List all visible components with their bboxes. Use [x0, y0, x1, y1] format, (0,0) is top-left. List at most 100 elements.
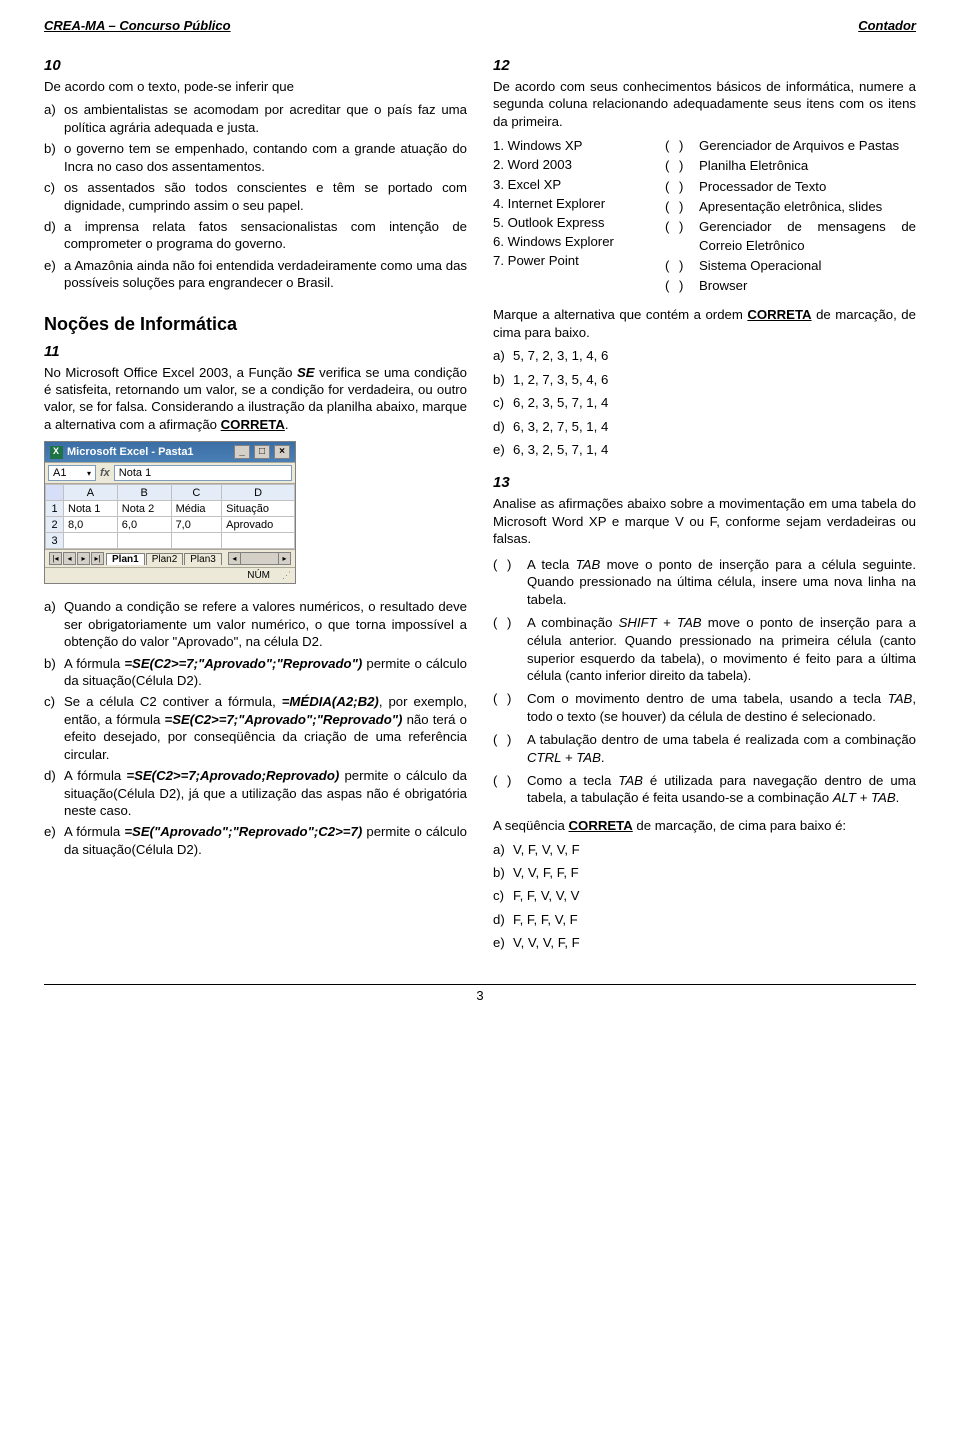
- cell[interactable]: [222, 533, 295, 549]
- excel-formula-bar: A1▾ fx Nota 1: [45, 462, 295, 484]
- list-item: 5. Outlook Express: [493, 213, 653, 232]
- section-title: Noções de Informática: [44, 314, 467, 335]
- sheet-tab-active[interactable]: Plan1: [106, 553, 145, 565]
- q11-opt-e: e)A fórmula =SE("Aprovado";"Reprovado";C…: [44, 823, 467, 858]
- excel-title-text: Microsoft Excel - Pasta1: [67, 446, 194, 458]
- cell[interactable]: 8,0: [64, 517, 118, 533]
- q13-opt-d: d)F, F, F, V, F: [493, 911, 916, 928]
- page-header: CREA-MA – Concurso Público Contador: [44, 18, 916, 35]
- sheet-tab[interactable]: Plan2: [146, 553, 184, 565]
- col-header[interactable]: B: [117, 485, 171, 501]
- q10-opt-d: d)a imprensa relata fatos sensacionalist…: [44, 218, 467, 253]
- page-number: 3: [476, 988, 483, 1003]
- q12-options: a)5, 7, 2, 3, 1, 4, 6 b)1, 2, 7, 3, 5, 4…: [493, 347, 916, 458]
- cell[interactable]: Situação: [222, 501, 295, 517]
- q10-opt-b: b)o governo tem se empenhado, contando c…: [44, 140, 467, 175]
- page-footer: 3: [44, 984, 916, 1003]
- excel-icon: [50, 446, 63, 459]
- col-header[interactable]: D: [222, 485, 295, 501]
- q12-opt-c: c)6, 2, 3, 5, 7, 1, 4: [493, 394, 916, 411]
- q10-number: 10: [44, 57, 467, 74]
- q12-number: 12: [493, 57, 916, 74]
- col-header[interactable]: A: [64, 485, 118, 501]
- q11-intro: No Microsoft Office Excel 2003, a Função…: [44, 364, 467, 434]
- hscrollbar[interactable]: ◂ ▸: [228, 552, 291, 565]
- list-item: 4. Internet Explorer: [493, 194, 653, 213]
- q13-statements: ()A tecla TAB move o ponto de inserção p…: [493, 556, 916, 808]
- col-header[interactable]: C: [171, 485, 222, 501]
- cell[interactable]: Nota 1: [64, 501, 118, 517]
- name-box[interactable]: A1▾: [48, 465, 96, 481]
- select-all-corner[interactable]: [46, 485, 64, 501]
- q13-stmt: ()Como a tecla TAB é utilizada para nave…: [493, 772, 916, 808]
- q13-intro: Analise as afirmações abaixo sobre a mov…: [493, 495, 916, 547]
- min-button[interactable]: _: [234, 445, 250, 459]
- q13-stmt: ()A tabulação dentro de uma tabela é rea…: [493, 731, 916, 767]
- q10-opt-a: a)os ambientalistas se acomodam por acre…: [44, 101, 467, 136]
- list-item: 1. Windows XP: [493, 136, 653, 155]
- cell[interactable]: Média: [171, 501, 222, 517]
- status-num: NÚM: [247, 570, 270, 581]
- q11-opt-a: a)Quando a condição se refere a valores …: [44, 598, 467, 650]
- close-button[interactable]: ×: [274, 445, 290, 459]
- q11-opt-b: b)A fórmula =SE(C2>=7;"Aprovado";"Reprov…: [44, 655, 467, 690]
- q13-stmt: ()A combinação SHIFT + TAB move o ponto …: [493, 614, 916, 685]
- header-left: CREA-MA – Concurso Público: [44, 18, 231, 33]
- q13-stmt: ()Com o movimento dentro de uma tabela, …: [493, 690, 916, 726]
- formula-input[interactable]: Nota 1: [114, 465, 292, 481]
- list-item: ()Gerenciador de Arquivos e Pastas: [665, 136, 916, 155]
- list-item: ()Sistema Operacional: [665, 256, 916, 275]
- q11-opt-c: c)Se a célula C2 contiver a fórmula, =MÉ…: [44, 693, 467, 763]
- list-item: 7. Power Point: [493, 251, 653, 270]
- excel-titlebar: Microsoft Excel - Pasta1 _ □ ×: [45, 442, 295, 462]
- header-right: Contador: [858, 18, 916, 33]
- q13-options: a)V, F, V, V, F b)V, V, F, F, F c)F, F, …: [493, 841, 916, 952]
- excel-grid: A B C D 1 Nota 1 Nota 2 Média Situação 2: [45, 484, 295, 549]
- tab-nav-last[interactable]: ▸|: [91, 552, 104, 565]
- q10-intro: De acordo com o texto, pode-se inferir q…: [44, 78, 467, 95]
- q12-match: 1. Windows XP 2. Word 2003 3. Excel XP 4…: [493, 136, 916, 296]
- cell[interactable]: [171, 533, 222, 549]
- right-column: 12 De acordo com seus conhecimentos bási…: [493, 49, 916, 958]
- list-item: ()Apresentação eletrônica, slides: [665, 197, 916, 216]
- sheet-tab[interactable]: Plan3: [184, 553, 222, 565]
- q13-opt-c: c)F, F, V, V, V: [493, 887, 916, 904]
- list-item: 3. Excel XP: [493, 175, 653, 194]
- q12-post: Marque a alternativa que contém a ordem …: [493, 306, 916, 341]
- cell[interactable]: Aprovado: [222, 517, 295, 533]
- cell[interactable]: 6,0: [117, 517, 171, 533]
- excel-window: Microsoft Excel - Pasta1 _ □ × A1▾ fx No…: [44, 441, 296, 584]
- q11-number: 11: [44, 343, 467, 360]
- list-item: ()Planilha Eletrônica: [665, 156, 916, 175]
- tab-nav-next[interactable]: ▸: [77, 552, 90, 565]
- cell[interactable]: Nota 2: [117, 501, 171, 517]
- q12-intro: De acordo com seus conhecimentos básicos…: [493, 78, 916, 130]
- q13-opt-a: a)V, F, V, V, F: [493, 841, 916, 858]
- resize-grip-icon: ⋰: [282, 570, 291, 581]
- row-header[interactable]: 3: [46, 533, 64, 549]
- q13-number: 13: [493, 474, 916, 491]
- cell[interactable]: [117, 533, 171, 549]
- list-item: 6. Windows Explorer: [493, 232, 653, 251]
- cell[interactable]: 7,0: [171, 517, 222, 533]
- row-header[interactable]: 1: [46, 501, 64, 517]
- list-item: ()Browser: [665, 276, 916, 295]
- row-header[interactable]: 2: [46, 517, 64, 533]
- q12-opt-d: d)6, 3, 2, 7, 5, 1, 4: [493, 418, 916, 435]
- q12-left-col: 1. Windows XP 2. Word 2003 3. Excel XP 4…: [493, 136, 653, 296]
- chevron-down-icon[interactable]: ▾: [87, 469, 91, 478]
- q12-right-col: ()Gerenciador de Arquivos e Pastas ()Pla…: [665, 136, 916, 296]
- q13-opt-e: e)V, V, V, F, F: [493, 934, 916, 951]
- q12-opt-b: b)1, 2, 7, 3, 5, 4, 6: [493, 371, 916, 388]
- tab-nav-first[interactable]: |◂: [49, 552, 62, 565]
- excel-statusbar: NÚM ⋰: [45, 567, 295, 583]
- excel-sheet-tabs: |◂ ◂ ▸ ▸| Plan1 Plan2 Plan3 ◂ ▸: [45, 549, 295, 567]
- tab-nav-prev[interactable]: ◂: [63, 552, 76, 565]
- list-item: ()Gerenciador de mensagens de Correio El…: [665, 217, 916, 255]
- max-button[interactable]: □: [254, 445, 270, 459]
- cell[interactable]: [64, 533, 118, 549]
- list-item: ()Processador de Texto: [665, 177, 916, 196]
- fx-icon[interactable]: fx: [100, 467, 110, 479]
- q13-post: A seqüência CORRETA de marcação, de cima…: [493, 817, 916, 834]
- q10-opt-e: e)a Amazônia ainda não foi entendida ver…: [44, 257, 467, 292]
